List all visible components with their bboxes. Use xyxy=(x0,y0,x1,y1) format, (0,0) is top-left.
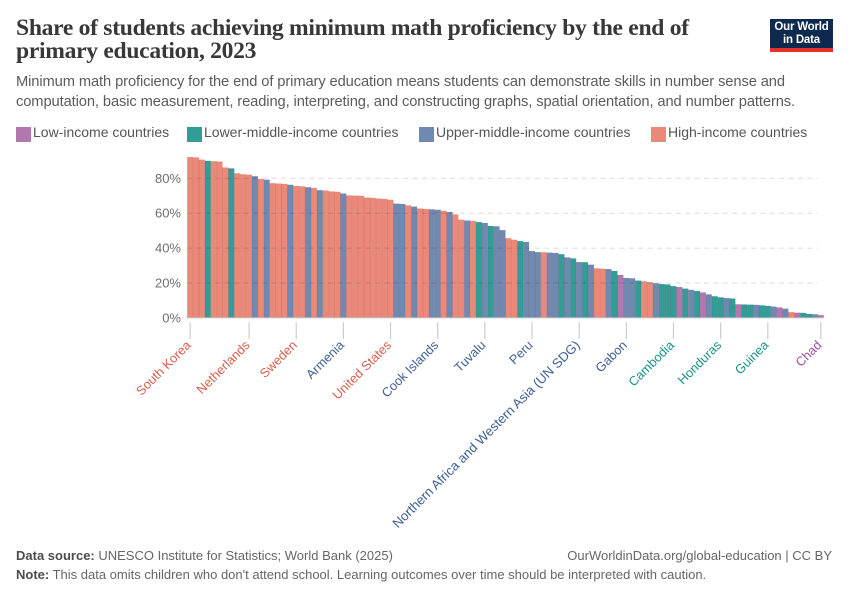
svg-text:Tuvalu: Tuvalu xyxy=(451,337,488,374)
svg-text:20%: 20% xyxy=(155,276,181,291)
svg-text:Armenia: Armenia xyxy=(303,337,348,382)
svg-text:Guinea: Guinea xyxy=(732,337,772,377)
svg-text:80%: 80% xyxy=(155,171,181,186)
svg-text:Honduras: Honduras xyxy=(674,337,724,387)
svg-text:0%: 0% xyxy=(162,310,181,325)
svg-text:40%: 40% xyxy=(155,241,181,256)
svg-text:Chad: Chad xyxy=(792,337,824,369)
svg-text:Peru: Peru xyxy=(506,337,536,367)
svg-text:Sweden: Sweden xyxy=(257,337,300,380)
svg-text:Gabon: Gabon xyxy=(592,337,630,375)
svg-text:Netherlands: Netherlands xyxy=(193,337,252,396)
svg-text:South Korea: South Korea xyxy=(133,337,195,399)
svg-text:Cambodia: Cambodia xyxy=(625,337,677,389)
svg-text:60%: 60% xyxy=(155,206,181,221)
